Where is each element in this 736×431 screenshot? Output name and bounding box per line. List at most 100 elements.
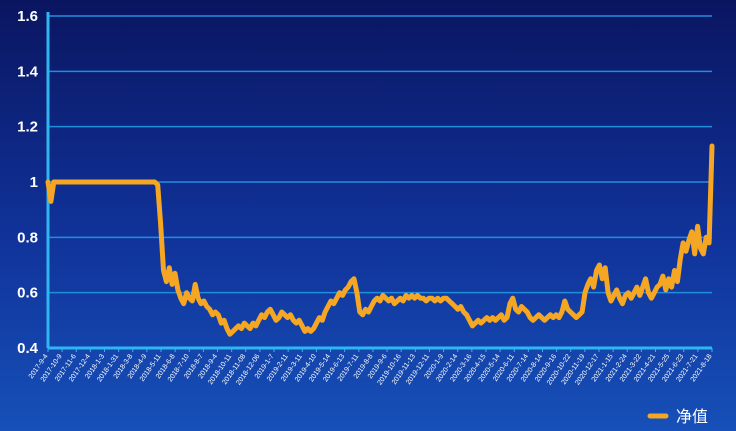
data-point xyxy=(292,319,295,322)
data-point xyxy=(361,313,364,316)
data-point xyxy=(396,299,399,303)
data-point xyxy=(592,285,595,289)
data-point xyxy=(580,310,584,314)
data-point xyxy=(231,330,234,333)
data-point xyxy=(621,302,624,305)
data-point xyxy=(404,294,408,297)
data-point xyxy=(173,272,177,275)
data-point xyxy=(699,247,702,250)
data-point xyxy=(116,180,119,184)
data-point xyxy=(598,263,601,267)
data-point xyxy=(514,308,517,311)
data-point xyxy=(390,297,393,300)
data-point xyxy=(644,277,647,280)
y-tick-label: 0.8 xyxy=(17,229,38,246)
data-point xyxy=(222,319,226,322)
data-point xyxy=(347,285,350,289)
grid-lines xyxy=(48,15,712,349)
data-point xyxy=(427,297,431,300)
data-point xyxy=(67,180,70,184)
data-point xyxy=(309,330,312,333)
data-point xyxy=(612,294,615,297)
data-point xyxy=(462,310,465,314)
data-point xyxy=(615,288,618,292)
data-point xyxy=(647,291,650,294)
legend-label: 净值 xyxy=(676,407,708,426)
data-point xyxy=(104,180,107,184)
data-point xyxy=(110,180,113,184)
data-point xyxy=(338,291,341,294)
data-point xyxy=(81,180,84,184)
data-point xyxy=(684,250,688,253)
data-point xyxy=(127,180,130,184)
data-point xyxy=(425,299,428,303)
data-point xyxy=(225,327,229,330)
data-point xyxy=(624,294,627,297)
data-point xyxy=(655,285,659,289)
data-point xyxy=(707,241,711,245)
data-point xyxy=(326,305,330,308)
data-point xyxy=(113,180,116,184)
data-point xyxy=(234,327,237,330)
data-point xyxy=(586,283,590,286)
data-point xyxy=(355,291,359,294)
data-point xyxy=(130,180,133,184)
data-point xyxy=(482,319,486,322)
data-point xyxy=(254,324,258,328)
data-point xyxy=(635,285,639,289)
data-point xyxy=(632,291,636,294)
data-point xyxy=(329,299,333,303)
data-point xyxy=(300,324,304,328)
data-point xyxy=(315,321,318,325)
data-point xyxy=(381,294,385,297)
series-line-nav xyxy=(45,143,715,337)
data-point xyxy=(263,316,266,319)
data-point xyxy=(710,144,714,148)
data-point xyxy=(98,180,102,184)
data-point xyxy=(459,305,462,308)
data-point xyxy=(416,294,419,297)
data-point xyxy=(78,180,82,184)
data-point xyxy=(142,180,145,184)
data-point xyxy=(378,299,382,303)
data-point xyxy=(272,313,275,316)
data-point xyxy=(471,324,474,328)
y-tick-label: 1.4 xyxy=(17,63,39,80)
data-point xyxy=(159,222,162,225)
data-point xyxy=(664,288,667,292)
data-point xyxy=(407,297,411,300)
data-point xyxy=(566,308,569,311)
data-point xyxy=(64,180,67,184)
data-point xyxy=(609,299,613,303)
data-point xyxy=(661,274,665,278)
data-point xyxy=(667,277,670,280)
data-point xyxy=(537,313,540,316)
data-point xyxy=(485,316,488,319)
data-point xyxy=(93,180,96,184)
data-point xyxy=(618,297,621,300)
data-point xyxy=(560,310,564,314)
data-point xyxy=(465,313,468,316)
data-point xyxy=(52,180,55,184)
data-point xyxy=(280,310,283,314)
data-point xyxy=(690,230,693,233)
data-point xyxy=(410,294,413,297)
data-point xyxy=(266,310,269,314)
y-axis-ticks: 0.4 0.6 0.8 1 1.2 1.4 1.6 xyxy=(17,8,39,357)
data-point xyxy=(638,294,641,297)
data-point xyxy=(153,180,156,184)
data-point xyxy=(191,299,194,303)
data-point xyxy=(269,308,272,311)
data-point xyxy=(367,310,370,314)
data-point xyxy=(246,324,249,328)
data-point xyxy=(370,305,373,308)
data-point xyxy=(445,297,448,300)
data-point xyxy=(517,310,520,314)
data-point xyxy=(557,316,561,319)
data-point xyxy=(165,280,168,283)
data-point xyxy=(630,297,633,300)
data-point xyxy=(46,180,50,184)
data-point xyxy=(179,297,182,300)
data-point xyxy=(583,291,587,294)
data-point xyxy=(185,291,188,294)
